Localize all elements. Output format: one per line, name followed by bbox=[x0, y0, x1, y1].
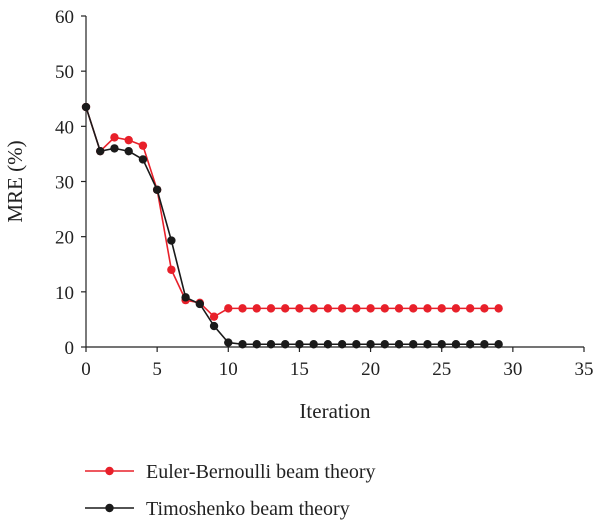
x-tick-label: 15 bbox=[290, 359, 309, 380]
data-point-euler-bernoulli bbox=[167, 265, 176, 274]
y-tick-label: 30 bbox=[55, 173, 74, 194]
series-timoshenko bbox=[81, 102, 503, 349]
x-tick-label: 10 bbox=[219, 359, 238, 380]
data-point-timoshenko bbox=[181, 293, 190, 302]
data-point-euler-bernoulli bbox=[110, 133, 119, 142]
data-point-euler-bernoulli bbox=[451, 304, 461, 313]
data-point-timoshenko bbox=[480, 340, 489, 349]
data-point-timoshenko bbox=[366, 340, 375, 349]
y-axis-title: MRE (%) bbox=[3, 140, 27, 222]
data-point-timoshenko bbox=[494, 340, 503, 349]
data-point-timoshenko bbox=[337, 340, 347, 349]
data-point-timoshenko bbox=[281, 340, 290, 349]
data-point-timoshenko bbox=[152, 185, 162, 194]
data-point-euler-bernoulli bbox=[465, 304, 475, 313]
y-tick-label: 40 bbox=[55, 117, 74, 138]
y-tick-label: 20 bbox=[55, 228, 74, 249]
data-point-timoshenko bbox=[224, 338, 233, 347]
data-point-euler-bernoulli bbox=[295, 304, 304, 313]
data-point-euler-bernoulli bbox=[281, 304, 290, 313]
data-point-timoshenko bbox=[138, 155, 148, 164]
data-point-timoshenko bbox=[266, 340, 276, 349]
data-point-euler-bernoulli bbox=[209, 312, 219, 321]
data-point-timoshenko bbox=[209, 321, 219, 331]
x-axis-title: Iteration bbox=[299, 399, 371, 423]
data-point-euler-bernoulli bbox=[480, 304, 489, 313]
data-point-timoshenko bbox=[437, 340, 446, 349]
data-point-euler-bernoulli bbox=[394, 304, 404, 313]
legend-label: Timoshenko beam theory bbox=[146, 498, 350, 520]
data-point-timoshenko bbox=[465, 340, 475, 349]
x-tick-label: 0 bbox=[81, 359, 91, 380]
data-point-timoshenko bbox=[295, 340, 304, 349]
legend-label: Euler-Bernoulli beam theory bbox=[146, 461, 376, 483]
data-point-timoshenko bbox=[110, 144, 119, 153]
data-point-euler-bernoulli bbox=[124, 135, 133, 145]
data-point-timoshenko bbox=[238, 340, 247, 349]
data-point-euler-bernoulli bbox=[323, 304, 333, 313]
legend-item-timoshenko: Timoshenko beam theory bbox=[85, 498, 350, 520]
x-tick-label: 20 bbox=[361, 359, 380, 380]
data-point-euler-bernoulli bbox=[352, 304, 361, 313]
x-tick-label: 30 bbox=[503, 359, 522, 380]
x-tick-label: 25 bbox=[432, 359, 451, 380]
y-tick-label: 10 bbox=[55, 283, 74, 304]
data-point-euler-bernoulli bbox=[252, 304, 261, 313]
data-point-euler-bernoulli bbox=[409, 304, 418, 313]
data-point-timoshenko bbox=[167, 236, 176, 245]
data-point-euler-bernoulli bbox=[380, 304, 389, 313]
legend-swatch-marker bbox=[105, 503, 114, 513]
data-point-timoshenko bbox=[394, 340, 404, 349]
data-point-timoshenko bbox=[96, 146, 105, 156]
axes bbox=[81, 15, 585, 352]
data-point-timoshenko bbox=[323, 340, 333, 349]
data-point-euler-bernoulli bbox=[437, 304, 446, 313]
y-tick-label: 60 bbox=[55, 7, 74, 28]
legend-swatch-marker bbox=[105, 466, 114, 476]
legend-item-euler-bernoulli: Euler-Bernoulli beam theory bbox=[85, 461, 376, 483]
legend: Euler-Bernoulli beam theory Timoshenko be… bbox=[85, 461, 376, 520]
x-tick-label: 35 bbox=[575, 359, 594, 380]
data-point-timoshenko bbox=[252, 340, 261, 349]
data-point-timoshenko bbox=[352, 340, 361, 349]
data-point-euler-bernoulli bbox=[337, 304, 347, 313]
data-point-euler-bernoulli bbox=[309, 304, 318, 313]
tick-labels: 0 5 10 15 20 25 30 35 0 10 20 30 40 50 60 bbox=[55, 7, 594, 380]
data-point-euler-bernoulli bbox=[494, 304, 503, 313]
data-point-timoshenko bbox=[81, 102, 91, 112]
data-point-timoshenko bbox=[409, 340, 418, 349]
data-point-euler-bernoulli bbox=[224, 304, 233, 313]
data-point-euler-bernoulli bbox=[238, 304, 247, 313]
series-line-euler-bernoulli bbox=[85, 106, 499, 318]
y-tick-label: 50 bbox=[55, 62, 74, 83]
data-point-timoshenko bbox=[309, 340, 318, 349]
plot-area bbox=[81, 102, 503, 349]
data-point-timoshenko bbox=[195, 299, 205, 309]
data-point-euler-bernoulli bbox=[366, 304, 375, 313]
x-tick-label: 5 bbox=[152, 359, 162, 380]
data-point-euler-bernoulli bbox=[423, 304, 432, 313]
y-tick-label: 0 bbox=[65, 338, 75, 359]
data-point-euler-bernoulli bbox=[266, 304, 276, 313]
data-point-timoshenko bbox=[380, 340, 389, 349]
series-euler-bernoulli bbox=[81, 102, 503, 321]
data-point-timoshenko bbox=[451, 340, 461, 349]
data-point-euler-bernoulli bbox=[138, 141, 148, 150]
data-point-timoshenko bbox=[423, 340, 432, 349]
data-point-timoshenko bbox=[124, 146, 133, 156]
